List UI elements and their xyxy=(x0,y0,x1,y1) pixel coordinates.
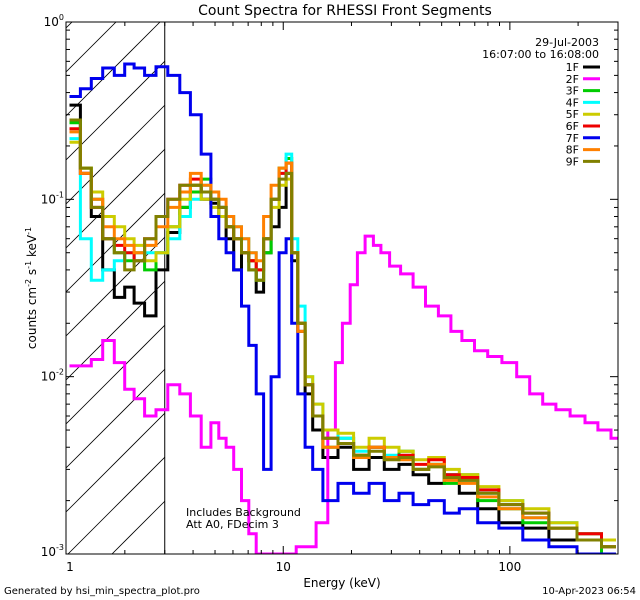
y-tick-label: 100 xyxy=(44,13,64,29)
footer-generated-by: Generated by hsi_min_spectra_plot.pro xyxy=(4,586,200,597)
legend-label-3F: 3F xyxy=(566,85,579,98)
y-tick-label: 10-3 xyxy=(41,543,64,559)
legend-label-2F: 2F xyxy=(566,73,579,86)
hatch-mask xyxy=(164,22,618,554)
series-line-9F xyxy=(69,118,616,549)
legend-label-8F: 8F xyxy=(566,144,579,157)
legend-label-4F: 4F xyxy=(566,96,579,109)
legend-label-7F: 7F xyxy=(566,132,579,145)
plot-frame xyxy=(65,21,619,555)
x-tick-labels: 1 10 100 xyxy=(66,560,521,574)
x-tick-label: 100 xyxy=(498,560,521,574)
series-line-2F xyxy=(69,234,618,554)
annotation-background: Includes Background xyxy=(186,506,301,519)
time-range: 16:07:00 to 16:08:00 xyxy=(482,48,599,61)
legend-label-6F: 6F xyxy=(566,120,579,133)
series-line-8F xyxy=(69,130,616,549)
y-axis-label: counts cm-2 s-1 keV-1 xyxy=(24,227,39,349)
legend-label-5F: 5F xyxy=(566,108,579,121)
legend-label-9F: 9F xyxy=(566,155,579,168)
x-axis-label: Energy (keV) xyxy=(303,576,380,590)
y-tick-labels: 100 10-1 10-2 10-3 xyxy=(41,13,64,559)
footer-timestamp: 10-Apr-2023 06:54 xyxy=(542,586,636,597)
y-tick-label: 10-2 xyxy=(41,368,64,384)
legend-label-1F: 1F xyxy=(566,61,579,74)
x-tick-label: 10 xyxy=(276,560,291,574)
y-tick-label: 10-1 xyxy=(41,190,64,206)
axis-ticks xyxy=(66,21,619,555)
chart-title: Count Spectra for RHESSI Front Segments xyxy=(198,3,492,19)
annotation-attenuator: Att A0, FDecim 3 xyxy=(186,518,279,531)
series-line-7F xyxy=(69,62,616,554)
observation-date: 29-Jul-2003 xyxy=(535,36,599,49)
series-group xyxy=(69,62,618,554)
x-tick-label: 1 xyxy=(66,560,74,574)
